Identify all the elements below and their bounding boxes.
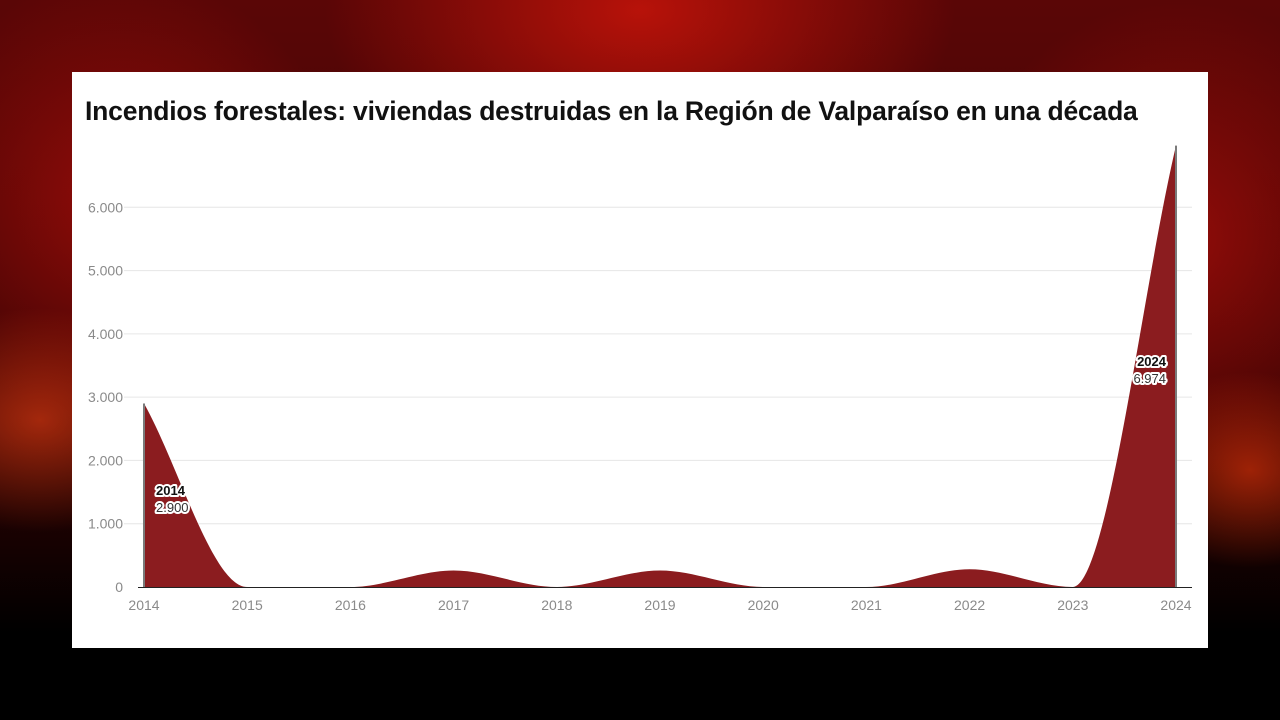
- y-tick-label: 3.000: [88, 389, 123, 405]
- data-label-category: 2024: [1137, 354, 1167, 369]
- x-tick-label: 2017: [438, 597, 469, 613]
- x-tick-label: 2018: [541, 597, 572, 613]
- area-chart: 0 1.000 2.000 3.000 4.000 5.000 6.000 2014 2015 2…: [88, 145, 1192, 613]
- data-label-value: 6.974: [1133, 371, 1166, 386]
- y-tick-label: 4.000: [88, 326, 123, 342]
- y-tick-label: 2.000: [88, 452, 123, 468]
- x-tick-label: 2021: [851, 597, 882, 613]
- data-label-2014: 2014 2.900: [154, 481, 191, 517]
- chart-title: Incendios forestales: viviendas destruid…: [85, 96, 1138, 126]
- data-label-value: 2.900: [156, 500, 189, 515]
- x-tick-label: 2019: [644, 597, 675, 613]
- x-tick-label: 2020: [748, 597, 779, 613]
- y-tick-label: 6.000: [88, 199, 123, 215]
- y-tick-label: 5.000: [88, 263, 123, 279]
- x-tick-label: 2015: [232, 597, 263, 613]
- chart-card: Incendios forestales: viviendas destruid…: [72, 72, 1208, 648]
- y-tick-label: 0: [115, 579, 123, 595]
- x-tick-label: 2022: [954, 597, 985, 613]
- area-series: [144, 145, 1176, 587]
- data-label-category: 2014: [156, 483, 186, 498]
- data-label-2024: 2024 6.974: [1131, 352, 1168, 388]
- x-tick-label: 2014: [128, 597, 159, 613]
- x-tick-label: 2024: [1160, 597, 1191, 613]
- y-tick-label: 1.000: [88, 516, 123, 532]
- x-tick-label: 2023: [1057, 597, 1088, 613]
- x-tick-label: 2016: [335, 597, 366, 613]
